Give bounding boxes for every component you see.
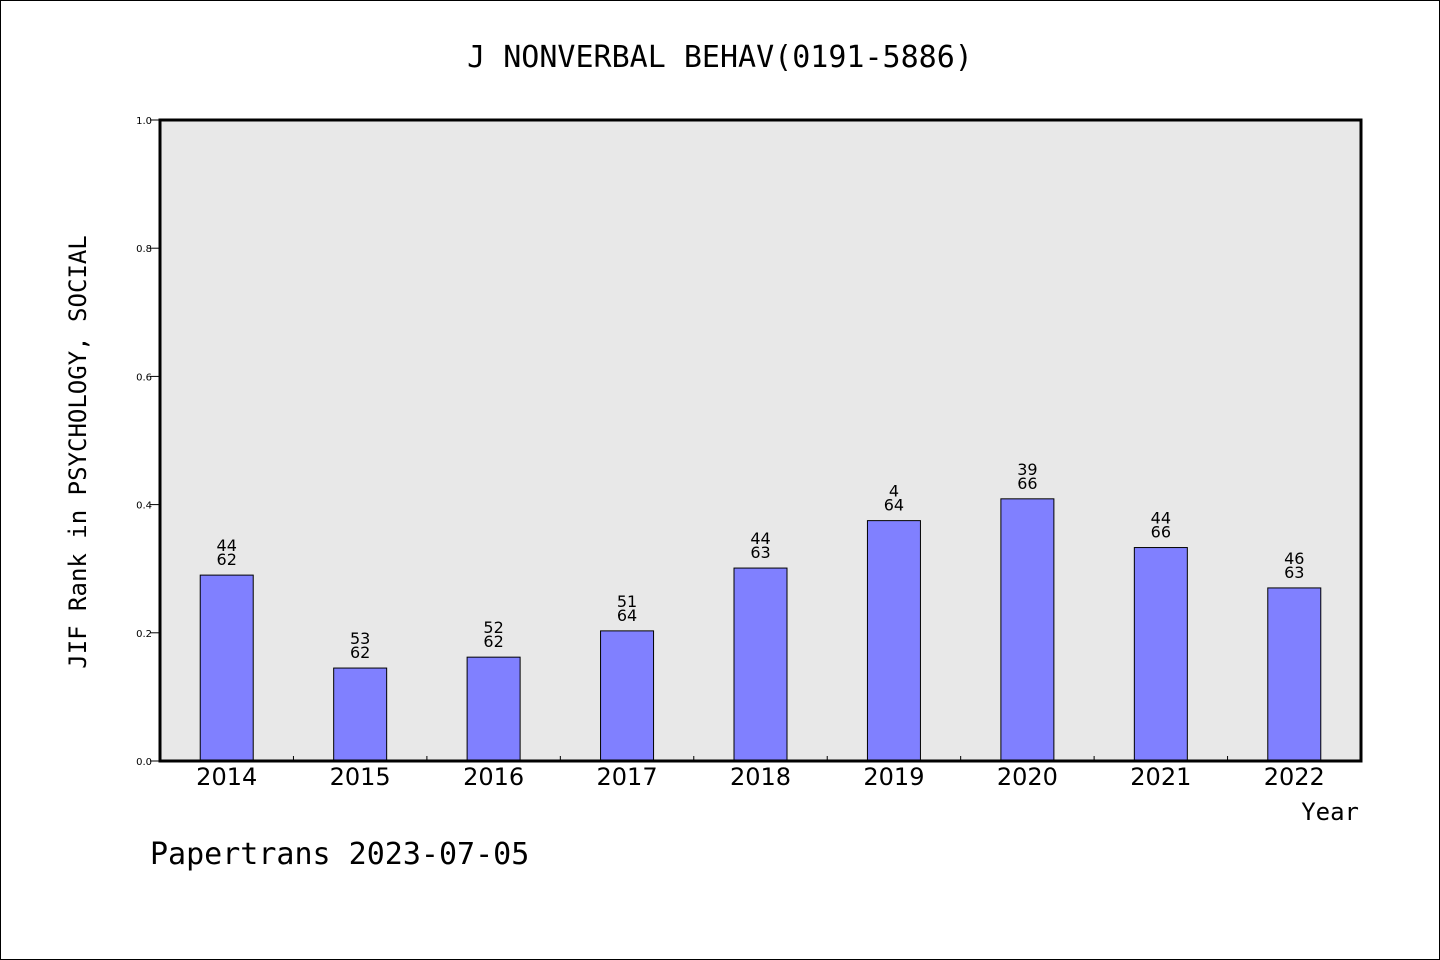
bar-label-total: 62 [350,643,370,662]
chart-title: J NONVERBAL BEHAV(0191-5886) [467,40,973,75]
y-tick-label: 0.4 [136,501,152,512]
x-tick-label: 2014 [196,763,257,791]
bar-label-total: 63 [750,543,770,562]
bar-label-total: 62 [483,632,503,651]
x-axis-ticks: 2014 2015 2016 2017 2018 2019 2020 2021 2022 [196,756,1325,791]
x-tick-label: 2017 [597,763,658,791]
x-tick-label: 2016 [463,763,524,791]
x-axis-label: Year [1301,798,1359,826]
bar-label-rank: 53 [350,629,370,648]
y-axis-label: JIF Rank in PSYCHOLOGY, SOCIAL [64,235,92,668]
y-axis-ticks: 0.0 0.2 0.4 0.6 0.8 1.0 [136,116,160,768]
bar-label-rank: 4 [889,482,899,501]
bar-label-rank: 44 [750,529,770,548]
bar [600,630,655,762]
bar [733,567,788,762]
bar [466,656,521,762]
bar-label-total: 66 [1151,523,1171,542]
y-tick-label: 0.8 [136,244,152,255]
x-tick-label: 2020 [997,763,1058,791]
plot-border [158,118,1363,763]
x-tick-label: 2022 [1264,763,1325,791]
bar-label-rank: 44 [217,536,237,555]
bar-label-total: 64 [617,606,637,625]
bar-label-rank: 51 [617,592,637,611]
bar-label-total: 63 [1284,563,1304,582]
y-tick-label: 0.6 [136,372,152,383]
y-tick-label: 0.2 [136,629,152,640]
bar [866,520,921,762]
bar-label-total: 66 [1017,474,1037,493]
bar-label-rank: 44 [1151,509,1171,528]
bar-label-total: 64 [884,496,904,515]
footer-credit: Papertrans 2023-07-05 [150,837,529,872]
bar-label-rank: 39 [1017,460,1037,479]
x-tick-label: 2018 [730,763,791,791]
bar [199,574,254,762]
x-tick-label: 2019 [863,763,924,791]
bar [1000,498,1055,762]
bar [1267,587,1322,762]
bar-label-rank: 52 [483,618,503,637]
bar [1133,547,1188,762]
x-tick-label: 2015 [330,763,391,791]
y-tick-label: 0.0 [136,757,152,768]
bar [333,667,388,762]
bar-label-rank: 46 [1284,549,1304,568]
x-tick-label: 2021 [1130,763,1191,791]
bar-label-total: 62 [217,550,237,569]
y-tick-label: 1.0 [136,116,152,127]
